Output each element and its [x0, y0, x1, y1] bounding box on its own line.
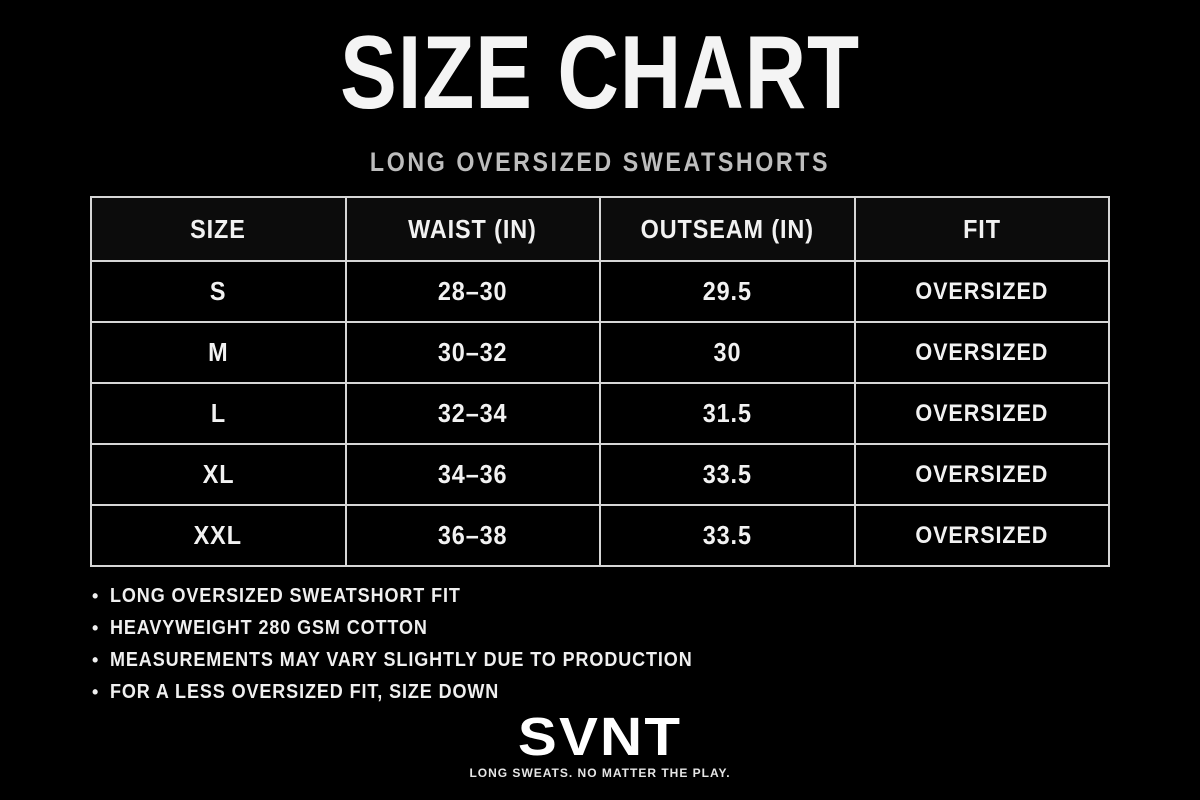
list-item: • HEAVYWEIGHT 280 GSM COTTON: [92, 612, 757, 644]
list-item: • FOR A LESS OVERSIZED FIT, SIZE DOWN: [92, 676, 757, 708]
size-table: SIZE WAIST (IN) OUTSEAM (IN) FIT S 28–30…: [90, 196, 1110, 567]
size-cell: M: [90, 321, 347, 384]
outseam-cell: 33.5: [599, 443, 856, 506]
brand-logo: SVNT: [517, 707, 683, 767]
waist-cell: 34–36: [344, 443, 601, 506]
size-cell: XL: [90, 443, 347, 506]
table-header-row: SIZE WAIST (IN) OUTSEAM (IN) FIT: [90, 196, 1110, 262]
table-row: M 30–32 30 OVERSIZED: [90, 321, 1110, 384]
list-item: • MEASUREMENTS MAY VARY SLIGHTLY DUE TO P…: [92, 644, 757, 676]
size-cell: XXL: [90, 504, 347, 567]
outseam-cell: 29.5: [599, 260, 856, 323]
size-cell: L: [90, 382, 347, 445]
list-item: • LONG OVERSIZED SWEATSHORT FIT: [92, 580, 757, 612]
waist-cell: 36–38: [344, 504, 601, 567]
outseam-cell: 33.5: [599, 504, 856, 567]
brand-footer: SVNT LONG SWEATS. NO MATTER THE PLAY.: [0, 708, 1200, 780]
page-subtitle: LONG OVERSIZED SWEATSHORTS: [369, 147, 831, 177]
fit-cell: OVERSIZED: [853, 504, 1110, 567]
page-title: SIZE CHART: [340, 15, 860, 131]
notes-list: • LONG OVERSIZED SWEATSHORT FIT • HEAVYWEI…: [92, 580, 757, 708]
fit-cell: OVERSIZED: [853, 382, 1110, 445]
header-size: SIZE: [90, 196, 347, 262]
outseam-cell: 30: [599, 321, 856, 384]
waist-cell: 32–34: [344, 382, 601, 445]
fit-cell: OVERSIZED: [853, 321, 1110, 384]
header-waist: WAIST (IN): [344, 196, 601, 262]
header-outseam: OUTSEAM (IN): [599, 196, 856, 262]
size-cell: S: [90, 260, 347, 323]
brand-tagline: LONG SWEATS. NO MATTER THE PLAY.: [469, 766, 731, 780]
table-row: L 32–34 31.5 OVERSIZED: [90, 382, 1110, 445]
outseam-cell: 31.5: [599, 382, 856, 445]
bullet-icon: •: [92, 586, 100, 606]
waist-cell: 30–32: [344, 321, 601, 384]
fit-cell: OVERSIZED: [853, 443, 1110, 506]
fit-cell: OVERSIZED: [853, 260, 1110, 323]
bullet-icon: •: [92, 618, 100, 638]
waist-cell: 28–30: [344, 260, 601, 323]
header-fit: FIT: [853, 196, 1110, 262]
bullet-icon: •: [92, 682, 100, 702]
table-row: S 28–30 29.5 OVERSIZED: [90, 260, 1110, 323]
table-row: XXL 36–38 33.5 OVERSIZED: [90, 504, 1110, 567]
table-row: XL 34–36 33.5 OVERSIZED: [90, 443, 1110, 506]
bullet-icon: •: [92, 650, 100, 670]
